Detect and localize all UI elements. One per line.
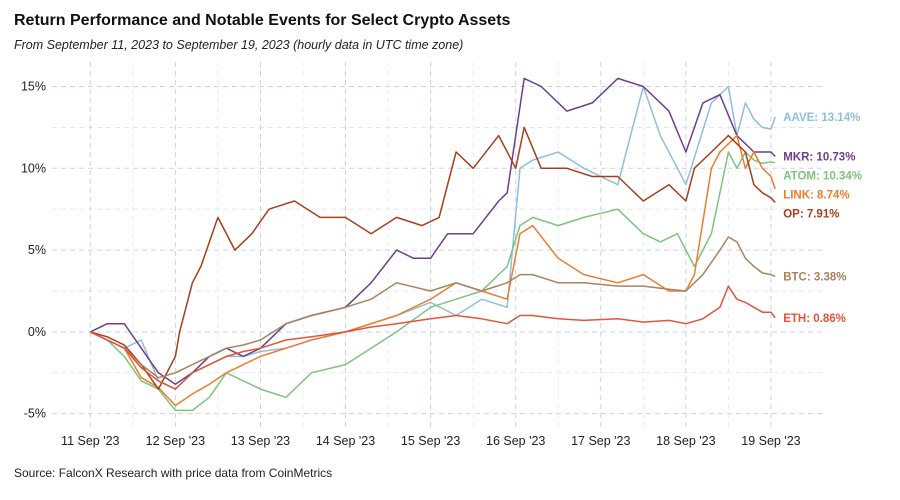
end-label-btc: BTC: 3.38% — [783, 272, 846, 284]
end-label-atom: ATOM: 10.34% — [783, 170, 862, 182]
end-label-op: OP: 7.91% — [783, 208, 839, 220]
grid — [52, 62, 822, 430]
x-tick-label: 17 Sep '23 — [571, 434, 630, 448]
end-label-eth: ETH: 0.86% — [783, 313, 846, 325]
series-line-mkr — [89, 77, 776, 385]
y-tick-label: 10% — [21, 161, 46, 175]
x-tick-label: 12 Sep '23 — [146, 434, 205, 448]
series-line-btc — [89, 236, 776, 379]
series-line-op — [90, 126, 776, 390]
y-tick-label: -5% — [24, 407, 46, 421]
x-tick-label: 13 Sep '23 — [231, 434, 290, 448]
end-label-aave: AAVE: 13.14% — [783, 112, 860, 124]
x-tick-label: 15 Sep '23 — [401, 434, 460, 448]
y-tick-label: 0% — [28, 325, 46, 339]
series-lines — [89, 77, 776, 412]
x-tick-label: 19 Sep '23 — [741, 434, 800, 448]
chart-title: Return Performance and Notable Events fo… — [14, 12, 511, 29]
chart-source: Source: FalconX Research with price data… — [14, 466, 333, 480]
x-tick-label: 18 Sep '23 — [656, 434, 715, 448]
series-end-labels: AAVE: 13.14% MKR: 10.73% ATOM: 10.34% LINK:… — [783, 112, 862, 325]
x-tick-label: 16 Sep '23 — [486, 434, 545, 448]
y-tick-label: 15% — [21, 80, 46, 94]
end-label-mkr: MKR: 10.73% — [783, 151, 855, 163]
series-line-eth — [89, 285, 776, 390]
y-tick-label: 5% — [28, 243, 46, 257]
x-tick-label: 14 Sep '23 — [316, 434, 375, 448]
end-label-link: LINK: 8.74% — [783, 189, 849, 201]
axis-labels: -5% 0% 5% 10% 15% 11 Sep '23 12 Sep '23 13 Sep … — [21, 80, 801, 448]
chart-subtitle: From September 11, 2023 to September 19,… — [14, 38, 464, 52]
x-tick-label: 11 Sep '23 — [61, 434, 120, 448]
series-line-atom — [89, 151, 776, 412]
series-line-aave — [89, 85, 776, 390]
series-line-link — [89, 134, 776, 407]
